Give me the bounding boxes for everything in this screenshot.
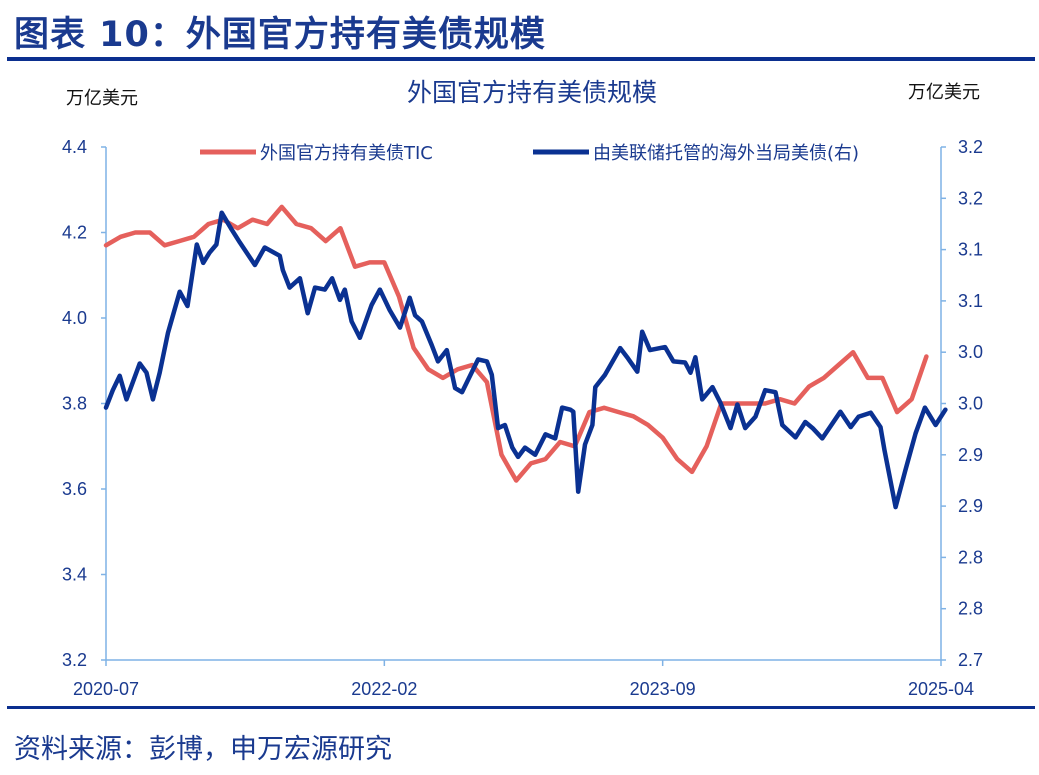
left-y-tick-label: 4.0 xyxy=(62,308,87,328)
right-y-tick-label: 3.1 xyxy=(958,240,983,260)
x-tick-label: 2023-09 xyxy=(630,679,696,699)
left-y-tick-label: 3.8 xyxy=(62,394,87,414)
right-y-tick-label: 3.2 xyxy=(958,188,983,208)
left-y-tick-label: 3.2 xyxy=(62,650,87,670)
series-line-tic xyxy=(103,204,929,483)
series-line-fed-custody xyxy=(103,210,948,510)
left-y-tick-label: 3.6 xyxy=(62,479,87,499)
left-y-tick-label: 4.2 xyxy=(62,223,87,243)
legend-label-fed-custody: 由美联储托管的海外当局美债(右) xyxy=(593,143,859,164)
right-y-tick-label: 2.9 xyxy=(958,496,983,516)
legend: 外国官方持有美债TIC 由美联储托管的海外当局美债(右) xyxy=(200,143,859,164)
right-y-tick-label: 2.9 xyxy=(958,445,983,465)
source-note: 资料来源：彭博，申万宏源研究 xyxy=(14,734,392,765)
header-rule xyxy=(7,57,1035,61)
right-y-tick-label: 2.8 xyxy=(958,547,983,567)
right-y-tick-label: 3.0 xyxy=(958,342,983,362)
left-y-tick-label: 4.4 xyxy=(62,137,87,157)
right-y-tick-label: 2.8 xyxy=(958,599,983,619)
right-y-tick-label: 3.1 xyxy=(958,291,983,311)
right-y-tick-label: 3.0 xyxy=(958,394,983,414)
x-tick-label: 2022-02 xyxy=(351,679,417,699)
right-axis-unit: 万亿美元 xyxy=(908,82,980,103)
legend-label-tic: 外国官方持有美债TIC xyxy=(260,143,433,164)
right-y-tick-label: 3.2 xyxy=(958,137,983,157)
chart-title: 外国官方持有美债规模 xyxy=(407,78,657,107)
left-y-tick-label: 3.4 xyxy=(62,565,87,585)
left-axis-unit: 万亿美元 xyxy=(66,88,138,109)
x-tick-label: 2025-04 xyxy=(908,679,974,699)
figure-header: 图表 10：外国官方持有美债规模 xyxy=(14,15,546,55)
x-tick-label: 2020-07 xyxy=(73,679,139,699)
footer-rule xyxy=(7,706,1035,709)
right-y-tick-label: 2.7 xyxy=(958,650,983,670)
